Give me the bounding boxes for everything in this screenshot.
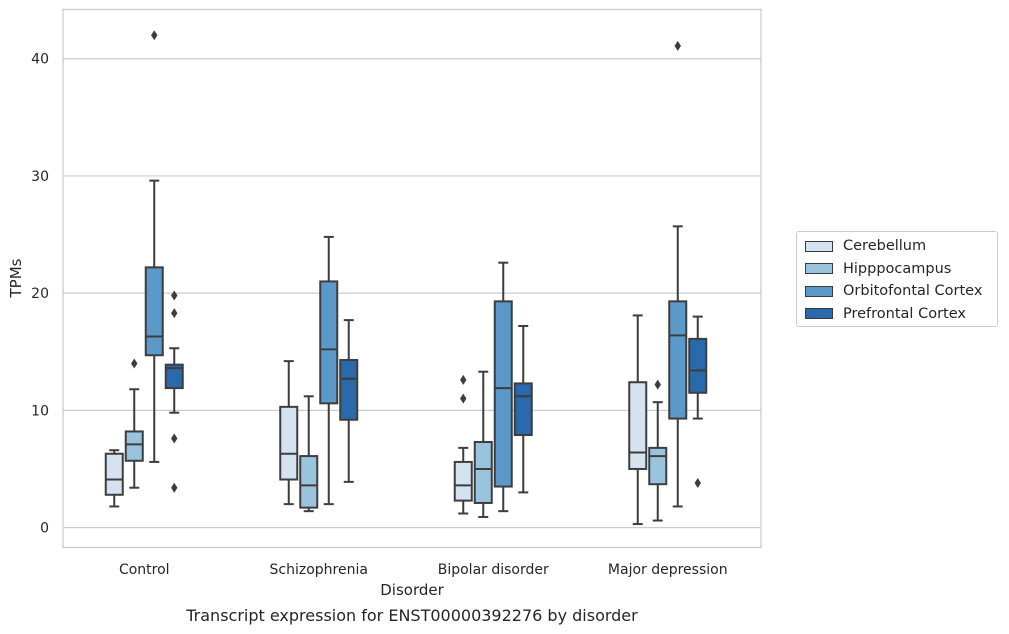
outlier-point [694,478,701,489]
outlier-point [171,290,178,301]
box-iqr [279,405,299,481]
legend-label: Cerebellum [843,238,927,255]
plot-frame [62,8,762,549]
outlier-point [654,379,661,390]
box-iqr [688,337,708,394]
outlier-point [460,374,467,385]
x-tick-label: Control [119,562,170,578]
legend-label: Hipppocampus [843,260,952,277]
legend-item: Orbitofontal Cortex [805,280,997,303]
box-iqr [299,455,319,509]
box-prefrontal-cortex [339,319,359,483]
box-iqr [453,460,473,502]
y-axis-title: TPMs [7,258,25,298]
y-tick-label: 0 [40,521,49,537]
legend-swatch [805,240,833,252]
legend-item: Hipppocampus [805,258,997,281]
y-tick-label: 20 [31,286,49,302]
outlier-point [131,358,138,369]
box-iqr [319,280,339,405]
box-cerebellum [453,374,473,515]
box-iqr [513,382,533,436]
y-tick-labels: 0 10 20 30 40 [31,52,49,537]
legend-item: Prefrontal Cortex [805,303,997,326]
y-tick-label: 30 [31,169,49,185]
box-iqr [668,300,688,420]
outlier-point [674,40,681,51]
box-iqr [124,430,144,462]
x-tick-label: Major depression [608,562,728,578]
box-iqr [493,300,513,488]
box-iqr [339,358,359,421]
box-hipppocampus [124,358,144,489]
box-cerebellum [628,314,648,526]
box-orbitofontal-cortex [493,261,513,513]
box-orbitofontal-cortex [319,235,339,506]
outlier-point [151,30,158,41]
legend-item: Cerebellum [805,235,997,258]
legend-swatch [805,285,833,297]
box-hipppocampus [299,395,319,513]
outlier-point [460,393,467,404]
box-prefrontal-cortex [513,324,533,494]
box-iqr [144,266,164,357]
x-tick-label: Schizophrenia [270,562,368,578]
box-groups [104,30,708,526]
y-tick-label: 10 [31,403,49,419]
box-prefrontal-cortex [688,315,708,489]
box-iqr [164,363,184,390]
box-orbitofontal-cortex [668,40,688,508]
chart-caption: Transcript expression for ENST0000039227… [186,606,638,625]
box-cerebellum [104,449,124,508]
legend-label: Orbitofontal Cortex [843,283,983,300]
y-tick-label: 40 [31,52,49,68]
x-tick-label: Bipolar disorder [438,562,549,578]
legend-swatch [805,263,833,275]
box-hipppocampus [473,370,493,519]
outlier-point [171,308,178,319]
box-hipppocampus [648,379,668,522]
outlier-point [171,482,178,493]
box-iqr [104,452,124,496]
legend-swatch [805,308,833,320]
box-prefrontal-cortex [164,290,184,493]
x-axis-title: Disorder [380,581,444,599]
box-cerebellum [279,360,299,506]
box-orbitofontal-cortex [144,30,164,463]
box-iqr [628,381,648,470]
box-iqr [473,441,493,504]
legend: Cerebellum Hipppocampus Orbitofontal Corte… [796,231,998,327]
x-tick-labels: Control Schizophrenia Bipolar disorder Majo… [119,562,728,578]
box-iqr [648,446,668,486]
legend-label: Prefrontal Cortex [843,305,966,322]
outlier-point [171,433,178,444]
